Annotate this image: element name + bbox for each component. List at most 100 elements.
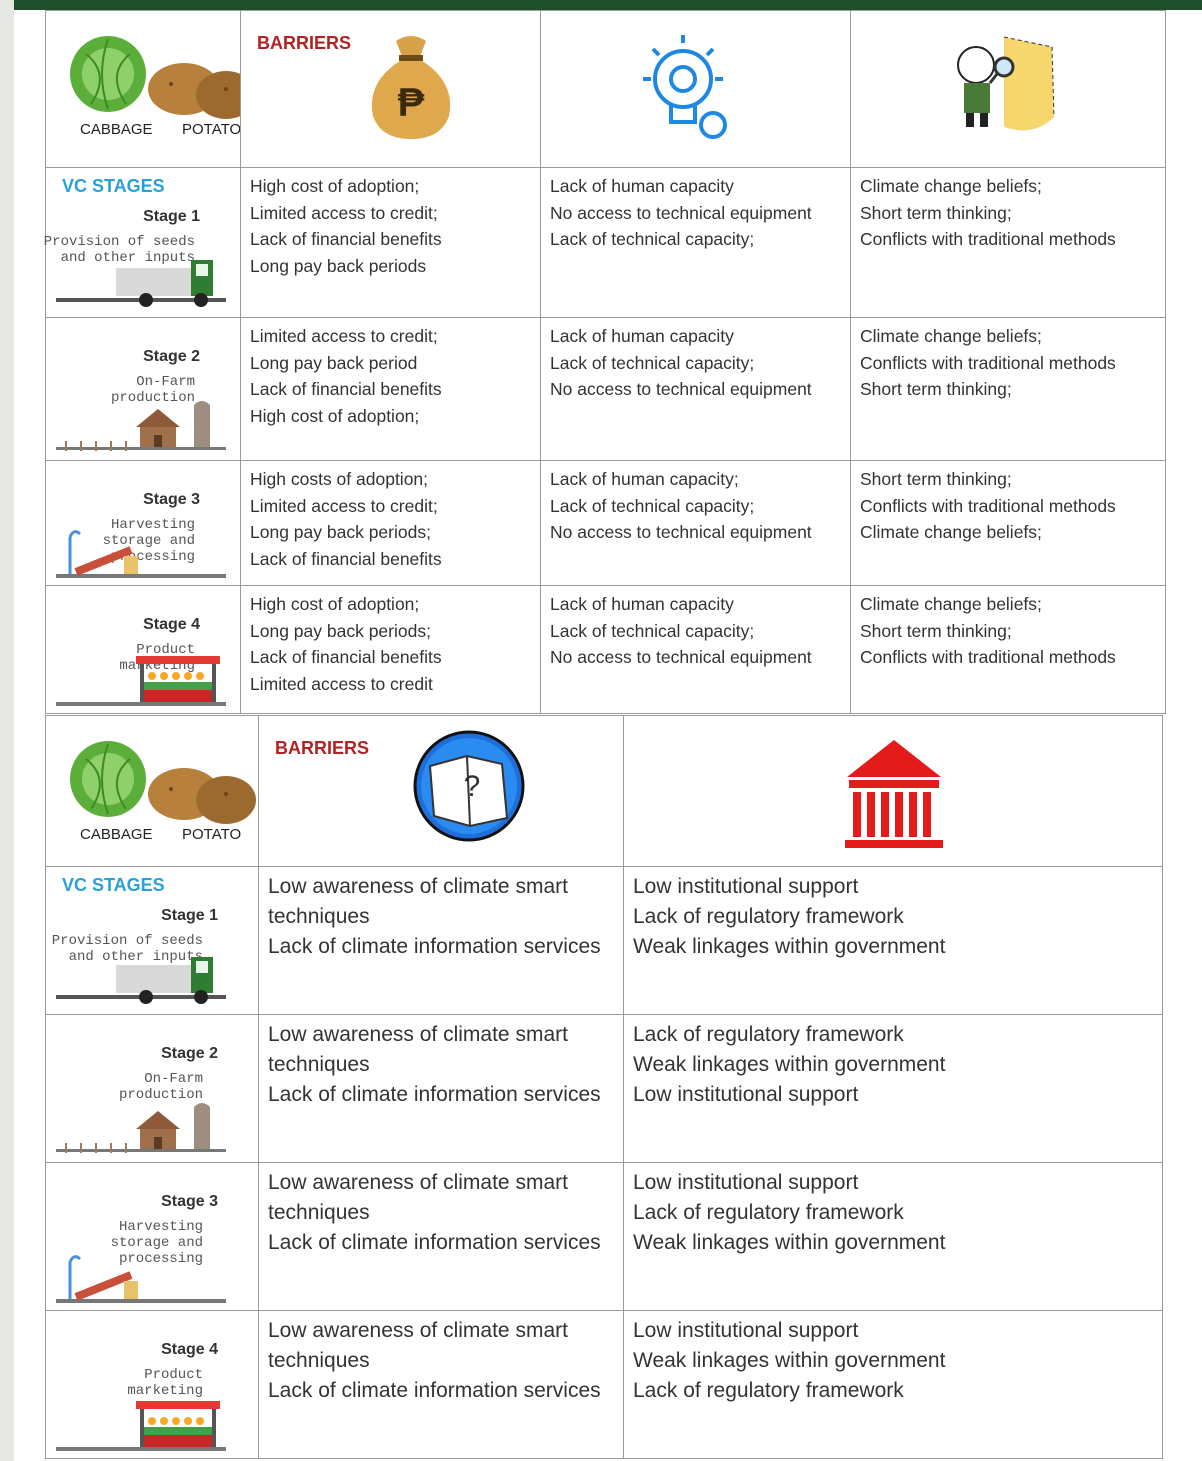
table-cell: Climate change beliefs; Short term thinki… xyxy=(850,167,1166,318)
table-cell: Lack of human capacity Lack of technical … xyxy=(540,585,851,714)
barrier-text: techniques xyxy=(268,1349,370,1372)
barrier-text: Lack of climate information services xyxy=(268,1231,601,1254)
svg-text:?: ? xyxy=(463,770,480,803)
table-cell: Short term thinking; Conflicts with tradi… xyxy=(850,460,1166,586)
barrier-text: Low institutional support xyxy=(633,875,859,898)
icon xyxy=(56,522,226,587)
barrier-text: Lack of human capacity; xyxy=(550,469,739,489)
barrier-text: Lack of human capacity xyxy=(550,326,734,346)
barrier-text: Lack of technical capacity; xyxy=(550,620,755,641)
vc-stages-label: VC STAGES xyxy=(62,176,165,196)
table-cell: CABBAGE POTATO xyxy=(45,715,259,867)
barrier-text: Conflicts with traditional methods xyxy=(860,229,1116,249)
stage-label: Stage 2 xyxy=(161,1045,218,1062)
table-cell: VC STAGES Stage 1 Provision of seeds and ot… xyxy=(45,866,259,1015)
stage-activity: Provision of seeds and other inputs xyxy=(44,234,195,266)
barrier-text: Lack of financial benefits xyxy=(250,548,442,569)
vc-stages-label: VC STAGES xyxy=(62,875,165,895)
stage-label: Stage 4 xyxy=(143,616,200,633)
icon xyxy=(56,1099,226,1164)
barrier-text: Lack of human capacity xyxy=(550,594,734,614)
table-cell: Low awareness of climate smart techniques… xyxy=(258,1310,624,1459)
icon xyxy=(641,27,741,152)
barriers-label: BARRIERS xyxy=(275,738,370,758)
table-cell: Low awareness of climate smart techniques… xyxy=(258,866,624,1015)
barrier-text: Low awareness of climate smart xyxy=(268,1171,568,1194)
table-cell: Lack of human capacity; Lack of technical… xyxy=(540,460,851,586)
barrier-text: High costs of adoption; xyxy=(250,469,429,489)
activity-line: storage and xyxy=(110,1235,203,1251)
icon xyxy=(66,29,256,129)
icon xyxy=(56,951,226,1016)
table-cell: CABBAGE POTATO xyxy=(45,10,256,168)
barrier-text: Lack of regulatory framework xyxy=(633,1201,904,1224)
barrier-text: Lack of climate information services xyxy=(268,1379,601,1402)
stage-label: Stage 1 xyxy=(161,907,218,924)
barrier-text: Weak linkages within government xyxy=(633,935,946,958)
icon xyxy=(56,254,226,319)
barrier-text: Lack of financial benefits xyxy=(250,379,442,399)
activity-line: Provision of seeds xyxy=(51,933,203,949)
table-cell: Low institutional support Weak linkages w… xyxy=(623,1310,1163,1459)
barrier-text: Lack of human capacity xyxy=(550,176,734,196)
barrier-text: Lack of climate information services xyxy=(268,1083,601,1106)
table-cell: Stage 2 On-Farm production xyxy=(45,317,241,461)
stage-activity: Harvesting storage and processing xyxy=(111,1219,203,1267)
table-cell: Stage 4 Product marketing xyxy=(45,585,241,714)
stage-label: Stage 1 xyxy=(143,208,200,225)
barrier-text: Low institutional support xyxy=(633,1083,859,1106)
crop-label: POTATO xyxy=(182,121,242,138)
barrier-text: Climate change beliefs; xyxy=(860,594,1042,614)
table-cell xyxy=(623,715,1163,867)
stage-activity: Provision of seeds and other inputs xyxy=(52,933,203,965)
barrier-text: Lack of technical capacity; xyxy=(550,495,755,516)
barrier-text: Low institutional support xyxy=(633,1171,859,1194)
barrier-text: Climate change beliefs; xyxy=(860,522,1042,542)
barrier-text: Long pay back periods xyxy=(250,255,427,276)
activity-line: On-Farm xyxy=(144,1071,203,1087)
barrier-text: Lack of financial benefits xyxy=(250,229,442,249)
activity-line: marketing xyxy=(127,1383,203,1399)
barrier-text: Weak linkages within government xyxy=(633,1349,946,1372)
table-cell: Limited access to credit; Long pay back p… xyxy=(240,317,541,461)
table-cell: Lack of human capacity No access to techn… xyxy=(540,167,851,318)
top-bar xyxy=(0,0,1202,10)
activity-line: Harvesting xyxy=(110,517,195,533)
activity-line: Provision of seeds xyxy=(43,234,195,250)
side-strip xyxy=(0,0,14,1461)
barrier-text: No access to technical equipment xyxy=(550,522,812,542)
table-cell: Stage 3 Harvesting storage and processing xyxy=(45,1162,259,1311)
stage-activity: Product marketing xyxy=(127,1367,203,1399)
table-cell: Stage 4 Product marketing xyxy=(45,1310,259,1459)
table-cell: High cost of adoption; Long pay back peri… xyxy=(240,585,541,714)
barrier-text: Lack of technical capacity; xyxy=(550,229,755,249)
icon xyxy=(954,27,1064,147)
table-cell: Climate change beliefs; Short term thinki… xyxy=(850,585,1166,714)
stage-label: Stage 3 xyxy=(161,1193,218,1210)
table-cell: Lack of human capacity Lack of technical … xyxy=(540,317,851,461)
barrier-text: Limited access to credit; xyxy=(250,202,438,223)
table-cell xyxy=(850,10,1166,168)
barrier-text: Short term thinking; xyxy=(860,620,1012,641)
barrier-text: Long pay back period xyxy=(250,352,418,373)
barrier-text: Limited access to credit; xyxy=(250,326,438,346)
table-cell: High costs of adoption; Limited access to… xyxy=(240,460,541,586)
table-cell: Stage 2 On-Farm production xyxy=(45,1014,259,1163)
barrier-text: Lack of regulatory framework xyxy=(633,905,904,928)
icon: ₱ xyxy=(361,21,461,146)
barrier-text: techniques xyxy=(268,905,370,928)
activity-line: production xyxy=(118,1087,203,1103)
table-cell: BARRIERS ₱ xyxy=(240,10,541,168)
table-cell: Low awareness of climate smart techniques… xyxy=(258,1014,624,1163)
barrier-text: Conflicts with traditional methods xyxy=(860,647,1116,667)
icon xyxy=(56,650,226,715)
barrier-text: techniques xyxy=(268,1201,370,1224)
table-cell: BARRIERS? xyxy=(258,715,624,867)
barrier-text: Conflicts with traditional methods xyxy=(860,495,1116,516)
barrier-text: Weak linkages within government xyxy=(633,1231,946,1254)
barrier-text: High cost of adoption; xyxy=(250,176,420,196)
activity-line: production xyxy=(110,390,195,406)
barrier-text: techniques xyxy=(268,1053,370,1076)
barrier-text: Conflicts with traditional methods xyxy=(860,352,1116,373)
